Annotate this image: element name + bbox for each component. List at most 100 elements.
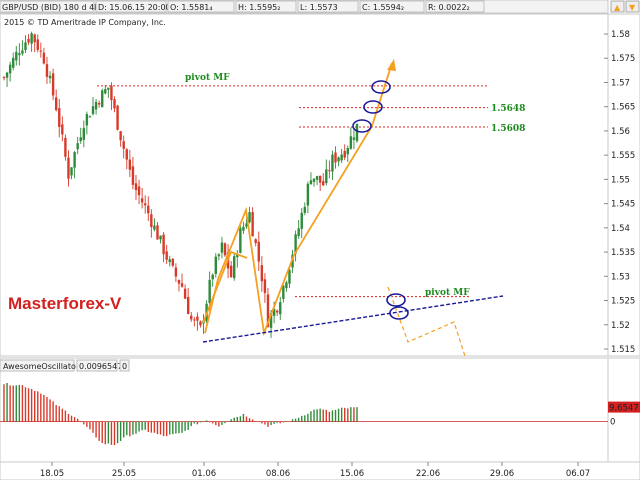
candle-body	[236, 253, 239, 258]
projection-arrow	[371, 62, 393, 127]
oscillator-badge-text: 9.65471	[609, 404, 640, 414]
header-field-box	[95, 0, 167, 13]
marker-ellipse-4	[386, 293, 406, 307]
candle-body	[61, 124, 64, 135]
candle-body	[82, 128, 86, 140]
pattern-zigzag	[204, 125, 373, 337]
candle-body	[113, 99, 116, 109]
candle-body	[24, 42, 27, 51]
candle-body	[269, 313, 273, 328]
marker-ellipse-5	[389, 306, 409, 320]
candle-body	[159, 235, 162, 240]
candle-body	[91, 106, 95, 114]
level-label-pivot-top: pivot MF	[185, 73, 230, 83]
candle-body	[122, 141, 125, 149]
header-field-box	[167, 0, 235, 13]
candle-body	[15, 51, 18, 61]
y-tick-label: 1.555	[611, 151, 635, 161]
level-label-pivot-bottom: pivot MF	[425, 288, 470, 298]
y-tick-label: 1.575	[611, 54, 635, 64]
candle-body	[312, 178, 316, 182]
pane-up-arrow-icon[interactable]: ▲	[614, 3, 621, 12]
candle-body	[36, 39, 39, 50]
candle-body	[196, 316, 199, 321]
candle-body	[27, 38, 30, 43]
y-tick-label: 1.54	[611, 224, 630, 234]
candle-body	[97, 102, 101, 105]
candle-body	[42, 52, 46, 64]
candle-body	[309, 180, 313, 185]
oscillator-header: AwesomeOscillator 0.0096547 0	[0, 359, 130, 372]
candle-body	[343, 150, 346, 158]
candle-body	[67, 157, 70, 179]
candle-body	[297, 228, 300, 237]
candle-body	[107, 87, 110, 90]
candle-body	[322, 181, 325, 186]
candle-body	[12, 57, 15, 68]
header-field: D: 15.06.15 20:00	[98, 3, 171, 12]
candle-body	[211, 274, 214, 280]
candle-body	[101, 90, 104, 108]
pattern-zigzag-2	[202, 250, 248, 324]
trendline	[202, 295, 504, 343]
candle-body	[171, 258, 175, 266]
candle-body	[8, 64, 12, 74]
candle-body	[144, 203, 147, 206]
candle-body	[248, 212, 251, 223]
candle-body	[168, 259, 171, 263]
candle-body	[260, 265, 264, 282]
x-tick-label: 25.05	[112, 469, 136, 479]
x-tick-label: 18.05	[40, 469, 64, 479]
candle-body	[285, 282, 288, 289]
candle-body	[294, 234, 297, 254]
candle-body	[162, 234, 165, 255]
candle-body	[70, 167, 73, 176]
candle-body	[21, 50, 24, 54]
y-tick-label: 1.535	[611, 248, 635, 258]
candle-body	[220, 242, 224, 253]
header-field-box	[235, 0, 297, 13]
candle-body	[104, 89, 107, 94]
candle-body	[340, 154, 343, 161]
candle-body	[183, 288, 187, 299]
header-field-box	[0, 0, 95, 13]
candle-body	[214, 256, 217, 274]
y-tick-label: 1.58	[611, 30, 630, 40]
candle-body	[147, 205, 150, 214]
projection-arrowhead	[387, 59, 396, 71]
candle-body	[76, 143, 79, 150]
candle-body	[233, 256, 236, 279]
header-field-box	[359, 0, 425, 13]
price-axis	[607, 13, 640, 357]
candle-body	[180, 283, 184, 287]
candle-body	[186, 297, 190, 315]
candle-body	[217, 254, 221, 257]
y-tick-label: 1.525	[611, 297, 635, 307]
candle-body	[150, 214, 153, 228]
x-tick-label: 15.06	[340, 469, 364, 479]
x-tick-label: 29.06	[490, 469, 514, 479]
candle-body	[174, 267, 178, 277]
pane-controls[interactable]: ▲ ▼	[610, 0, 640, 13]
brand-label: Masterforex-V	[8, 294, 122, 313]
candle-body	[245, 223, 248, 227]
candle-body	[177, 279, 181, 284]
x-tick-label: 01.06	[192, 469, 216, 479]
candle-body	[119, 131, 122, 141]
marker-ellipse-3	[352, 119, 372, 133]
candle-body	[156, 225, 159, 240]
candle-body	[39, 50, 43, 52]
candle-body	[30, 33, 33, 44]
candle-body	[263, 279, 267, 294]
candle-body	[282, 285, 285, 299]
projection-dashed	[387, 286, 473, 379]
candle-body	[5, 72, 9, 78]
candle-body	[165, 251, 168, 260]
candle-body	[325, 169, 328, 184]
x-tick-label: 08.06	[266, 469, 290, 479]
chart-header: GBP/USD (BID) 180 d 4hD: 15.06.15 20:00 O…	[0, 0, 609, 14]
candle-body	[349, 136, 353, 149]
pane-down-arrow-icon[interactable]: ▼	[629, 3, 636, 12]
level-label-1: 1.5648	[491, 104, 525, 114]
candle-body	[51, 73, 55, 96]
